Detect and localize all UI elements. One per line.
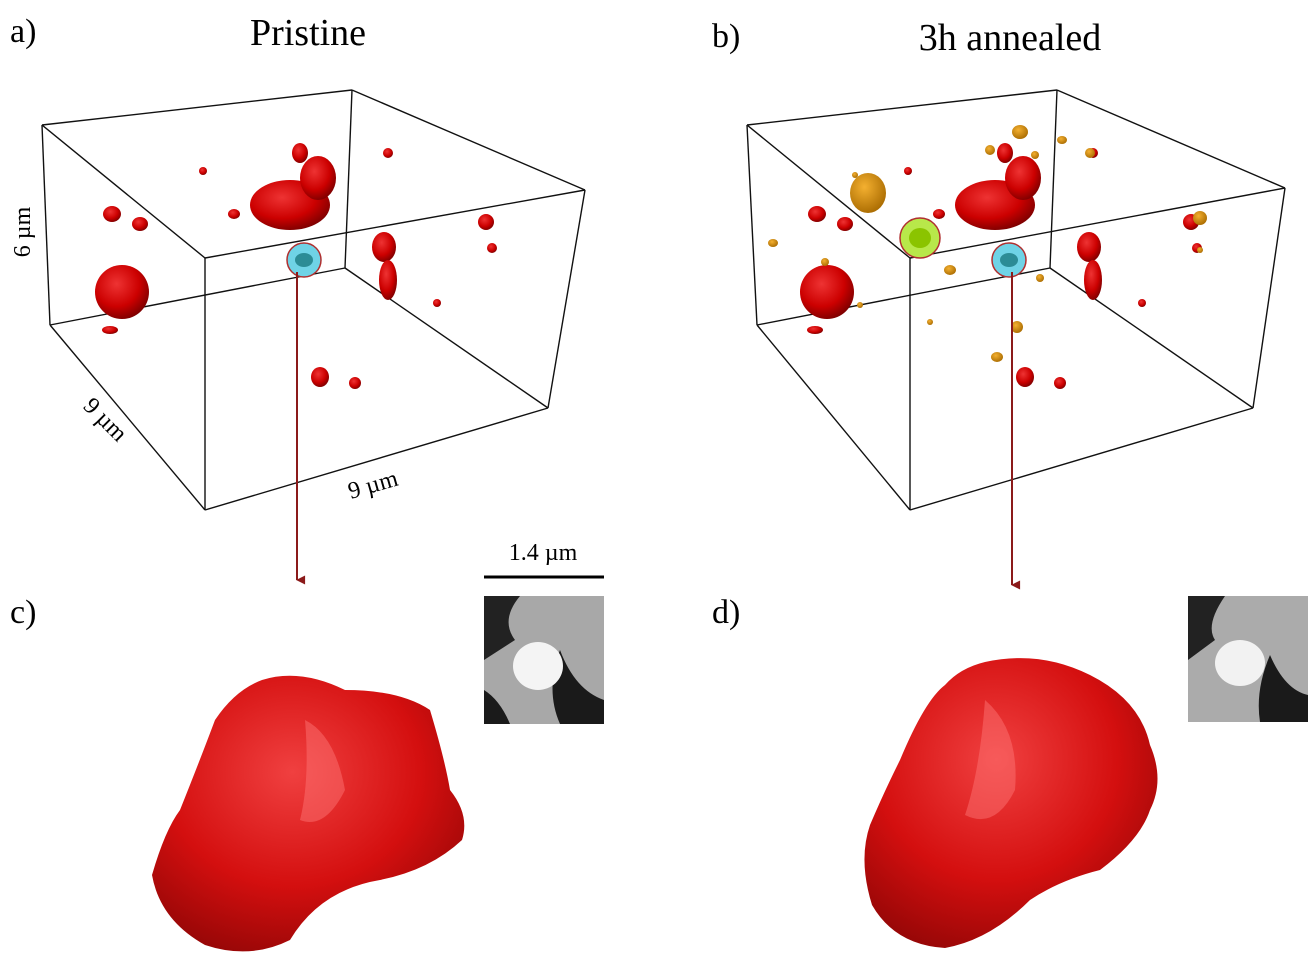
particle: [800, 265, 854, 319]
panel-title: Pristine: [250, 12, 366, 54]
particle: [95, 265, 149, 319]
particles: [95, 125, 1207, 389]
particle: [1016, 367, 1034, 387]
particle: [379, 260, 397, 300]
particle: [1085, 148, 1095, 158]
scale-label: 1.4 µm: [509, 540, 578, 566]
particle: [985, 145, 995, 155]
particle: [768, 239, 778, 247]
figure: a) Pristine b) 3h annealed c) d) 6 µm 9 …: [0, 0, 1310, 958]
particle: [1031, 151, 1039, 159]
dimension-label: 9 µm: [345, 466, 401, 505]
particle: [808, 206, 826, 222]
particle: [1084, 260, 1102, 300]
edge: [345, 90, 352, 268]
edge: [1050, 90, 1057, 268]
panel-title: 3h annealed: [919, 17, 1102, 59]
particle: [927, 319, 933, 325]
panel-label: b): [712, 18, 740, 55]
particle: [807, 326, 823, 334]
particle: [852, 172, 858, 178]
particle: [433, 299, 441, 307]
particle: [487, 243, 497, 253]
particle: [228, 209, 240, 219]
particle: [1057, 136, 1067, 144]
slice-particle: [513, 642, 563, 690]
particle: [821, 258, 829, 266]
body: a) Pristine b) 3h annealed c) d) 6 µm 9 …: [0, 0, 1310, 958]
particle: [1054, 377, 1066, 389]
particle: [997, 143, 1013, 163]
particle: [311, 367, 329, 387]
edge: [757, 325, 910, 510]
dimension-label: 9 µm: [78, 393, 132, 447]
particle: [103, 206, 121, 222]
particle: [132, 217, 148, 231]
particle: [349, 377, 361, 389]
particle: [292, 143, 308, 163]
slice-particle: [1215, 640, 1265, 686]
particle: [199, 167, 207, 175]
page: Figure {"panels": { "a": {"label": "a)",…: [0, 0, 1310, 958]
particle: [1005, 156, 1041, 200]
particle: [991, 352, 1003, 362]
panel-label: a): [10, 13, 36, 50]
particle: [837, 217, 853, 231]
edge: [345, 268, 548, 408]
particle: [1138, 299, 1146, 307]
panel-label: d): [712, 594, 740, 631]
particle: [850, 173, 886, 213]
particle: [1036, 274, 1044, 282]
particle: [102, 326, 118, 334]
particle: [909, 228, 931, 248]
edge: [747, 125, 757, 325]
particle: [478, 214, 494, 230]
panel-label: c): [10, 594, 36, 631]
particle: [372, 232, 396, 262]
particle: [1012, 125, 1028, 139]
edge: [910, 408, 1253, 510]
edge: [1057, 90, 1285, 188]
edge: [747, 90, 1057, 125]
tomography-slice: [1188, 596, 1308, 722]
edge: [548, 190, 585, 408]
edge: [42, 125, 50, 325]
particle: [1197, 247, 1203, 253]
particle: [295, 253, 313, 267]
tomography-slice: [484, 596, 604, 724]
particle-3d: [864, 658, 1157, 948]
edge: [352, 90, 585, 190]
edge: [42, 125, 205, 258]
edge: [42, 90, 352, 125]
particle: [300, 156, 336, 200]
particle: [1000, 253, 1018, 267]
particle: [933, 209, 945, 219]
particle: [857, 302, 863, 308]
dimension-label: 6 µm: [10, 206, 36, 257]
edge: [50, 325, 205, 510]
particle: [1193, 211, 1207, 225]
edge: [1253, 188, 1285, 408]
particle: [383, 148, 393, 158]
edge: [1050, 268, 1253, 408]
particle: [944, 265, 956, 275]
particle: [1077, 232, 1101, 262]
particle: [904, 167, 912, 175]
